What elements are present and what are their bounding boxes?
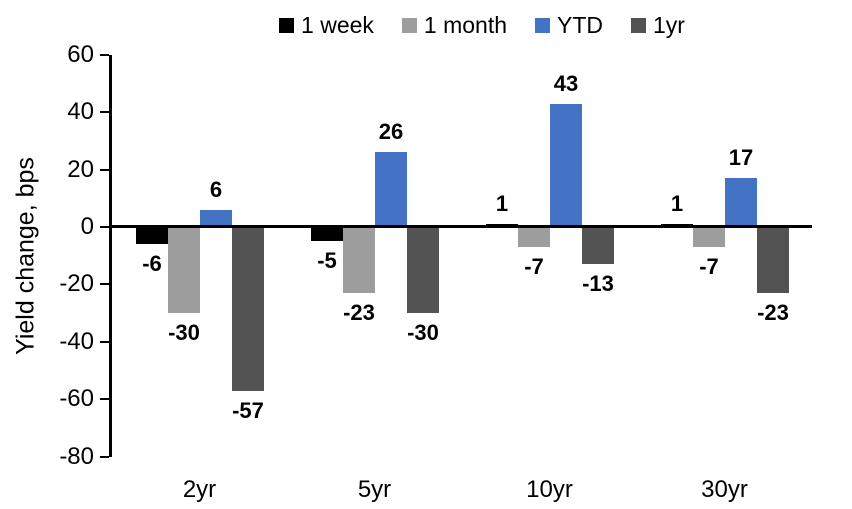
x-axis-label-5yr: 5yr <box>357 476 392 503</box>
x-axis-label-2yr: 2yr <box>182 476 217 503</box>
legend-item-1-month: 1 month <box>401 11 508 38</box>
bar-ytd-5yr <box>375 152 407 227</box>
data-label-ytd-30yr: 17 <box>728 145 754 170</box>
y-axis-tick-label: 40 <box>67 98 94 125</box>
bar-ytd-10yr <box>550 104 582 227</box>
legend-swatch-1yr <box>631 17 647 33</box>
data-label-1yr-30yr: -23 <box>757 300 789 325</box>
legend-item-ytd: YTD <box>535 11 604 38</box>
legend-item-1-week: 1 week <box>279 11 374 38</box>
data-label-1-month-5yr: -23 <box>343 300 375 325</box>
y-axis-tick-label: -20 <box>59 270 94 297</box>
bar-1-month-10yr <box>518 227 550 247</box>
data-label-ytd-5yr: 26 <box>378 119 404 144</box>
y-axis-title: Yield change, bps <box>11 157 40 355</box>
data-label-1-week-10yr: 1 <box>495 191 509 216</box>
x-axis-label-30yr: 30yr <box>701 476 748 503</box>
data-label-1-month-2yr: -30 <box>168 320 200 345</box>
y-axis-line <box>109 55 112 457</box>
y-axis-tick <box>100 169 109 171</box>
data-label-1-week-2yr: -6 <box>142 251 162 276</box>
legend-item-1yr: 1yr <box>631 11 685 38</box>
y-axis-tick-label: -80 <box>59 443 94 470</box>
legend-swatch-1-week <box>279 17 295 33</box>
y-axis-tick <box>100 456 109 458</box>
bar-1yr-5yr <box>407 227 439 313</box>
y-axis-tick <box>100 54 109 56</box>
y-axis-tick-label: 0 <box>80 213 94 240</box>
data-label-ytd-2yr: 6 <box>209 177 223 202</box>
legend-label-1-month: 1 month <box>423 11 508 38</box>
data-label-1-week-30yr: 1 <box>670 191 684 216</box>
data-label-ytd-10yr: 43 <box>553 71 579 96</box>
y-axis-tick <box>100 341 109 343</box>
y-axis-tick <box>100 111 109 113</box>
bar-ytd-2yr <box>200 210 232 227</box>
legend-label-1yr: 1yr <box>653 11 685 38</box>
chart-legend: 1 week 1 month YTD 1yr <box>112 9 852 41</box>
data-label-1-month-10yr: -7 <box>524 254 544 279</box>
bar-1-week-2yr <box>136 227 168 244</box>
data-label-1yr-5yr: -30 <box>407 320 439 345</box>
data-label-1-week-5yr: -5 <box>317 248 337 273</box>
legend-swatch-ytd <box>535 17 551 33</box>
x-axis-label-10yr: 10yr <box>526 476 573 503</box>
y-axis-tick-label: 20 <box>67 156 94 183</box>
legend-swatch-1-month <box>401 17 417 33</box>
y-axis-tick-label: -60 <box>59 385 94 412</box>
y-axis-tick <box>100 398 109 400</box>
zero-axis-line <box>109 225 812 228</box>
bar-1yr-2yr <box>232 227 264 391</box>
bar-1yr-10yr <box>582 227 614 264</box>
y-axis-tick-label: -40 <box>59 328 94 355</box>
bar-1-month-2yr <box>168 227 200 313</box>
bar-ytd-30yr <box>725 178 757 227</box>
y-axis-tick <box>100 226 109 228</box>
y-axis-tick-label: 60 <box>67 41 94 68</box>
data-label-1yr-2yr: -57 <box>232 398 264 423</box>
y-axis-tick <box>100 283 109 285</box>
bar-1-week-5yr <box>311 227 343 241</box>
legend-label-1-week: 1 week <box>301 11 374 38</box>
data-label-1-month-30yr: -7 <box>699 254 719 279</box>
legend-label-ytd: YTD <box>557 11 604 38</box>
bar-1-month-30yr <box>693 227 725 247</box>
data-label-1yr-10yr: -13 <box>582 271 614 296</box>
bar-1yr-30yr <box>757 227 789 293</box>
bar-1-month-5yr <box>343 227 375 293</box>
